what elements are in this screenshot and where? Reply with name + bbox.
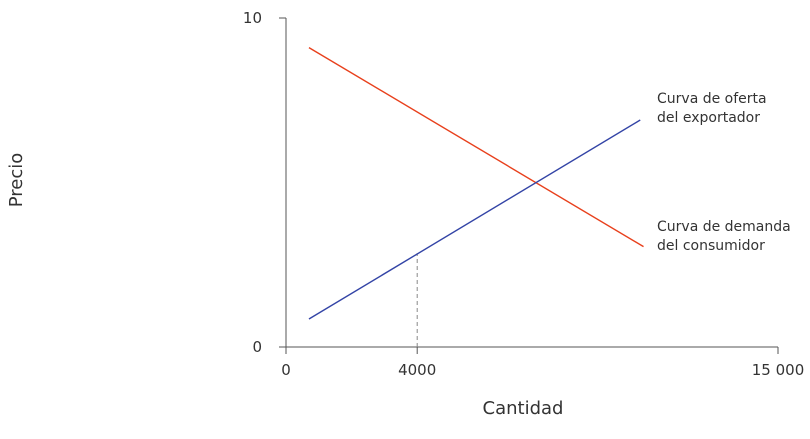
axes	[285, 18, 778, 348]
y-tick-label: 10	[243, 9, 262, 27]
series-label-line: del consumidor	[657, 238, 765, 254]
x-axis-title: Cantidad	[483, 398, 564, 419]
ticks: 0 4000 15 000 0 10	[243, 9, 804, 379]
demand-curve-line	[308, 47, 644, 248]
x-tick-label: 0	[281, 361, 291, 379]
y-tick-label: 0	[252, 338, 262, 356]
series-label-line: Curva de demanda	[657, 219, 791, 235]
series-label-line: Curva de oferta	[657, 91, 767, 107]
series-label-line: del exportador	[657, 110, 760, 126]
supply-curve-line	[308, 119, 641, 320]
series-labels: Curva de demanda del consumidor Curva de o…	[657, 91, 791, 254]
x-tick-label: 15 000	[752, 361, 805, 379]
series-group	[308, 47, 644, 320]
x-tick-label: 4000	[398, 361, 436, 379]
y-axis-title: Precio	[6, 153, 27, 208]
